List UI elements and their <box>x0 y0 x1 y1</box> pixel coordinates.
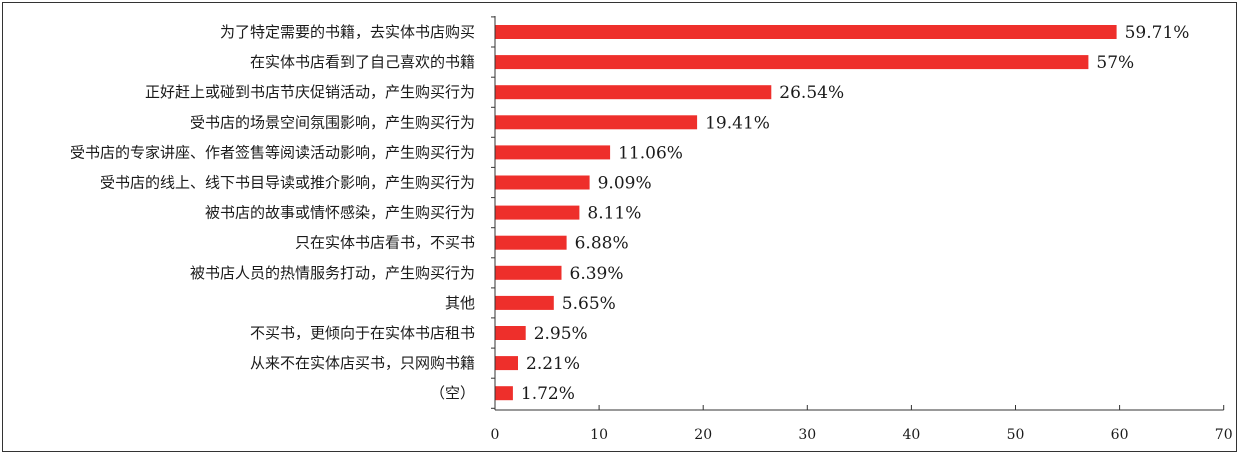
bar <box>495 205 580 220</box>
value-label: 57% <box>1096 53 1134 73</box>
axes-group: 0 10 20 30 40 50 60 70 <box>491 16 1233 443</box>
value-label: 6.39% <box>570 264 624 284</box>
value-label: 1.72% <box>521 384 575 404</box>
x-tick-label: 40 <box>902 427 920 443</box>
value-labels-group: 59.71% 57% 26.54% 19.41% 11.06% 9.09% 8.11% 6.8… <box>521 23 1190 404</box>
x-tick-label: 70 <box>1215 427 1233 443</box>
x-tick-label: 0 <box>491 427 500 443</box>
bar <box>495 265 562 280</box>
value-label: 6.88% <box>575 234 629 254</box>
x-tick-label: 60 <box>1111 427 1129 443</box>
bar <box>495 145 611 160</box>
value-label: 11.06% <box>618 143 683 163</box>
category-label: 从来不在实体店买书，只网购书籍 <box>250 354 475 372</box>
category-label: 只在实体书店看书，不买书 <box>295 234 475 252</box>
category-label: 被书店人员的热情服务打动，产生购买行为 <box>190 264 475 282</box>
x-tick-label: 10 <box>590 427 608 443</box>
category-label: 被书店的故事或情怀感染，产生购买行为 <box>205 204 475 222</box>
value-label: 59.71% <box>1125 23 1190 43</box>
value-label: 26.54% <box>779 83 844 103</box>
category-label: （空） <box>430 384 475 402</box>
category-label: 其他 <box>445 294 475 312</box>
category-label: 受书店的场景空间氛围影响，产生购买行为 <box>190 113 475 131</box>
bar <box>495 386 513 401</box>
value-label: 8.11% <box>587 204 641 224</box>
bar <box>495 326 526 340</box>
bar <box>495 175 590 190</box>
bar <box>495 356 518 371</box>
category-label: 为了特定需要的书籍，去实体书店购买 <box>220 23 475 41</box>
category-label: 受书店的专家讲座、作者签售等阅读活动影响，产生购买行为 <box>70 143 475 161</box>
bar <box>495 115 698 130</box>
bar <box>495 55 1089 70</box>
bar <box>495 25 1117 39</box>
x-tick-label: 20 <box>694 427 712 443</box>
x-tick-label: 30 <box>798 427 816 443</box>
value-label: 19.41% <box>705 113 770 133</box>
bar <box>495 295 554 310</box>
category-labels-group: 为了特定需要的书籍，去实体书店购买在实体书店看到了自己喜欢的书籍正好赶上或碰到书… <box>70 23 475 402</box>
value-label: 2.21% <box>526 354 580 374</box>
bars-group <box>495 25 1117 401</box>
category-label: 受书店的线上、线下书目导读或推介影响，产生购买行为 <box>100 174 475 192</box>
category-label: 在实体书店看到了自己喜欢的书籍 <box>250 53 475 71</box>
category-label: 正好赶上或碰到书店节庆促销活动，产生购买行为 <box>145 83 475 101</box>
value-label: 5.65% <box>562 294 616 314</box>
value-label: 9.09% <box>598 174 652 194</box>
x-tick-label: 50 <box>1007 427 1025 443</box>
bar <box>495 235 567 250</box>
bar <box>495 85 772 100</box>
category-label: 不买书，更倾向于在实体书店租书 <box>250 324 475 342</box>
value-label: 2.95% <box>534 324 588 344</box>
